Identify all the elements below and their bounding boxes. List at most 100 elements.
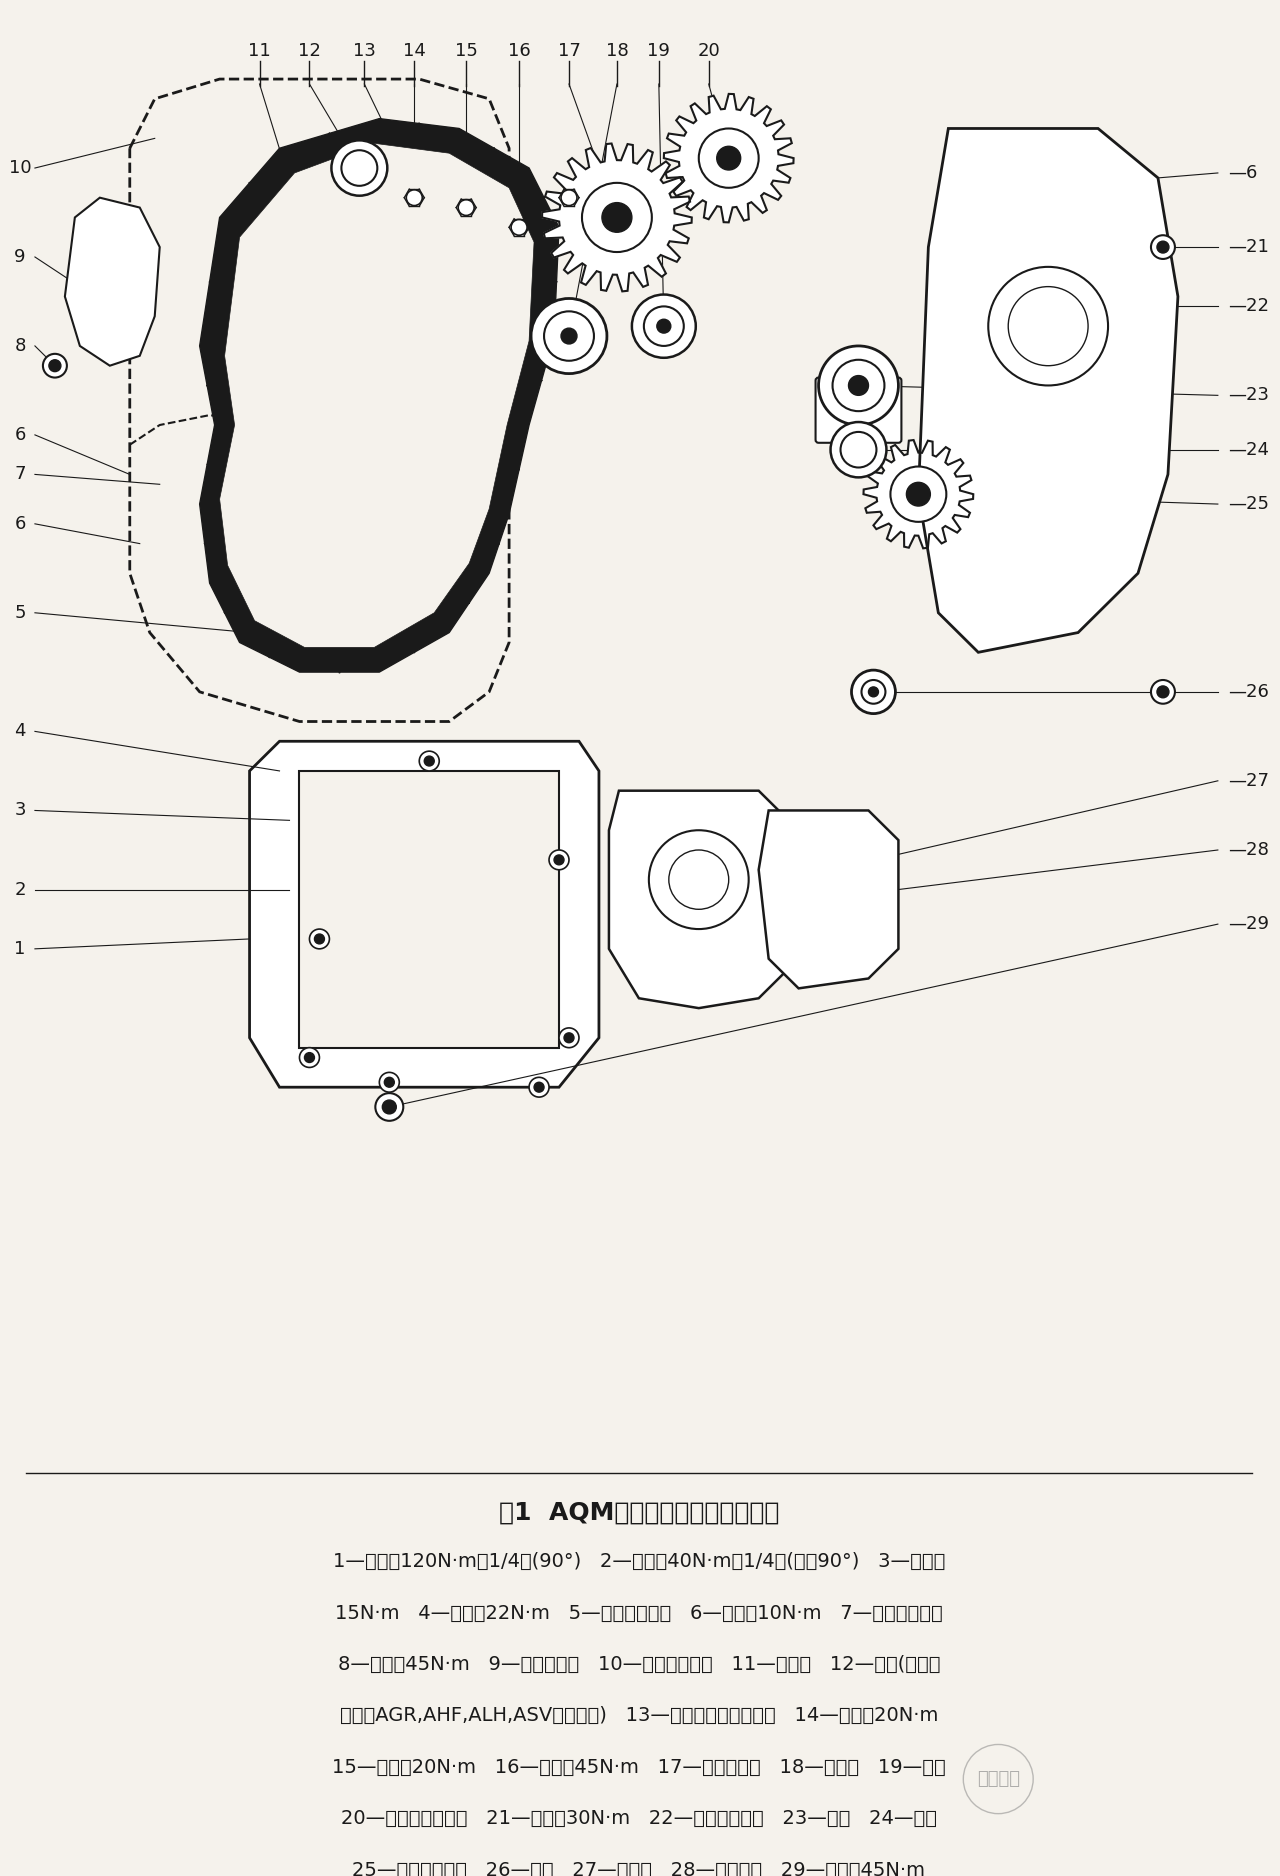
Polygon shape xyxy=(220,143,534,647)
Polygon shape xyxy=(918,128,1178,653)
Text: —24: —24 xyxy=(1228,441,1268,460)
Circle shape xyxy=(831,422,887,477)
Text: 代码为AGR,AHF,ALH,ASV的发动机)   13—喷油泵带轮固定螺栓   14—螺钉，20N·m: 代码为AGR,AHF,ALH,ASV的发动机) 13—喷油泵带轮固定螺栓 14—… xyxy=(339,1707,938,1726)
Text: 与修顾问: 与修顾问 xyxy=(977,1771,1020,1788)
Text: —21: —21 xyxy=(1228,238,1268,257)
Circle shape xyxy=(310,929,329,949)
Polygon shape xyxy=(200,118,559,672)
Circle shape xyxy=(657,319,671,334)
Circle shape xyxy=(383,1099,397,1114)
Circle shape xyxy=(561,328,577,343)
Circle shape xyxy=(554,855,564,865)
Text: 1: 1 xyxy=(14,940,26,959)
Circle shape xyxy=(841,431,877,467)
Circle shape xyxy=(49,360,61,371)
Text: 13: 13 xyxy=(353,43,376,60)
Text: 20—喷油泵传动带轮   21—螺钉，30N·m   22—后正时带护盖   23—水泵   24—惰轮: 20—喷油泵传动带轮 21—螺钉，30N·m 22—后正时带护盖 23—水泵 2… xyxy=(340,1808,937,1827)
Circle shape xyxy=(1009,287,1088,366)
Circle shape xyxy=(305,1052,315,1062)
Text: 20: 20 xyxy=(698,43,721,60)
Text: —25: —25 xyxy=(1228,495,1268,512)
Text: 4: 4 xyxy=(14,722,26,741)
Text: 17: 17 xyxy=(558,43,580,60)
Text: 8: 8 xyxy=(14,338,26,355)
Circle shape xyxy=(1157,242,1169,253)
Circle shape xyxy=(564,1034,573,1043)
Circle shape xyxy=(458,199,474,216)
Text: 14: 14 xyxy=(403,43,426,60)
Text: —23: —23 xyxy=(1228,386,1268,405)
Text: 2: 2 xyxy=(14,880,26,899)
Polygon shape xyxy=(541,143,691,291)
Text: —29: —29 xyxy=(1228,915,1268,932)
Text: 8—螺钉，45N·m   9—发动机支架   10—正时带上护盖   11—正时带   12—惰轮(仅用于: 8—螺钉，45N·m 9—发动机支架 10—正时带上护盖 11—正时带 12—惰… xyxy=(338,1655,940,1673)
Circle shape xyxy=(861,679,886,704)
Circle shape xyxy=(897,473,940,514)
Text: 6: 6 xyxy=(14,426,26,445)
Circle shape xyxy=(602,203,632,233)
Circle shape xyxy=(582,182,652,251)
Text: 18: 18 xyxy=(605,43,628,60)
Circle shape xyxy=(649,831,749,929)
Polygon shape xyxy=(65,197,160,366)
Text: 5: 5 xyxy=(14,604,26,621)
Circle shape xyxy=(851,670,896,713)
Text: 10: 10 xyxy=(9,159,31,176)
Text: 9: 9 xyxy=(14,248,26,266)
Circle shape xyxy=(420,750,439,771)
Circle shape xyxy=(511,219,527,234)
Circle shape xyxy=(375,1094,403,1120)
Text: 1—螺钉，120N·m＋1/4圈(90°)   2—螺钉，40N·m＋1/4圈(或拧90°)   3—螺钉，: 1—螺钉，120N·m＋1/4圈(90°) 2—螺钉，40N·m＋1/4圈(或拧… xyxy=(333,1551,945,1570)
Text: 19: 19 xyxy=(648,43,671,60)
Circle shape xyxy=(868,687,878,696)
Text: 图1  AQM发动机正时带单元分解图: 图1 AQM发动机正时带单元分解图 xyxy=(499,1501,780,1523)
Polygon shape xyxy=(864,441,973,548)
Circle shape xyxy=(529,1077,549,1097)
Circle shape xyxy=(332,141,388,195)
FancyBboxPatch shape xyxy=(815,377,901,443)
Text: —28: —28 xyxy=(1228,840,1268,859)
Circle shape xyxy=(669,850,728,910)
Circle shape xyxy=(549,850,570,870)
Text: 7: 7 xyxy=(14,465,26,484)
Text: 16: 16 xyxy=(508,43,530,60)
Circle shape xyxy=(699,128,759,188)
Circle shape xyxy=(342,150,378,186)
Circle shape xyxy=(384,1077,394,1088)
Text: 25—曲轴正时带轮   26—衬套   27—喷油泵   28—紧固支架   29—螺钉，45N·m: 25—曲轴正时带轮 26—衬套 27—喷油泵 28—紧固支架 29—螺钉，45N… xyxy=(352,1861,925,1876)
Text: 15N·m   4—螺钉，22N·m   5—正时带下护盖   6—螺钉，10N·m   7—正时带中护盖: 15N·m 4—螺钉，22N·m 5—正时带下护盖 6—螺钉，10N·m 7—正… xyxy=(335,1604,943,1623)
Circle shape xyxy=(632,295,696,358)
Text: —27: —27 xyxy=(1228,771,1268,790)
Polygon shape xyxy=(759,810,899,989)
Text: 3: 3 xyxy=(14,801,26,820)
Circle shape xyxy=(588,189,646,246)
Text: 12: 12 xyxy=(298,43,321,60)
Circle shape xyxy=(849,375,868,396)
Circle shape xyxy=(717,146,741,171)
Circle shape xyxy=(534,1082,544,1092)
Circle shape xyxy=(1151,679,1175,704)
Circle shape xyxy=(406,189,422,206)
Text: —22: —22 xyxy=(1228,298,1268,315)
Circle shape xyxy=(1157,687,1169,698)
Circle shape xyxy=(704,133,754,182)
Circle shape xyxy=(44,355,67,377)
Text: —6: —6 xyxy=(1228,163,1257,182)
Circle shape xyxy=(561,189,577,206)
Circle shape xyxy=(300,1047,320,1067)
Bar xyxy=(300,771,559,1047)
Circle shape xyxy=(832,360,884,411)
Text: 15: 15 xyxy=(454,43,477,60)
Circle shape xyxy=(544,311,594,360)
Circle shape xyxy=(818,345,899,426)
Polygon shape xyxy=(250,741,599,1088)
Text: 15—螺钉，20N·m   16—螺钉，45N·m   17—凸轮轴带轮   18—张紧轮   19—惰轮: 15—螺钉，20N·m 16—螺钉，45N·m 17—凸轮轴带轮 18—张紧轮 … xyxy=(332,1758,946,1777)
Circle shape xyxy=(531,298,607,373)
Text: 6: 6 xyxy=(14,514,26,533)
Text: —26: —26 xyxy=(1228,683,1268,702)
Circle shape xyxy=(559,1028,579,1047)
Polygon shape xyxy=(609,790,799,1007)
Circle shape xyxy=(988,266,1108,385)
Circle shape xyxy=(379,1073,399,1092)
Circle shape xyxy=(1151,234,1175,259)
